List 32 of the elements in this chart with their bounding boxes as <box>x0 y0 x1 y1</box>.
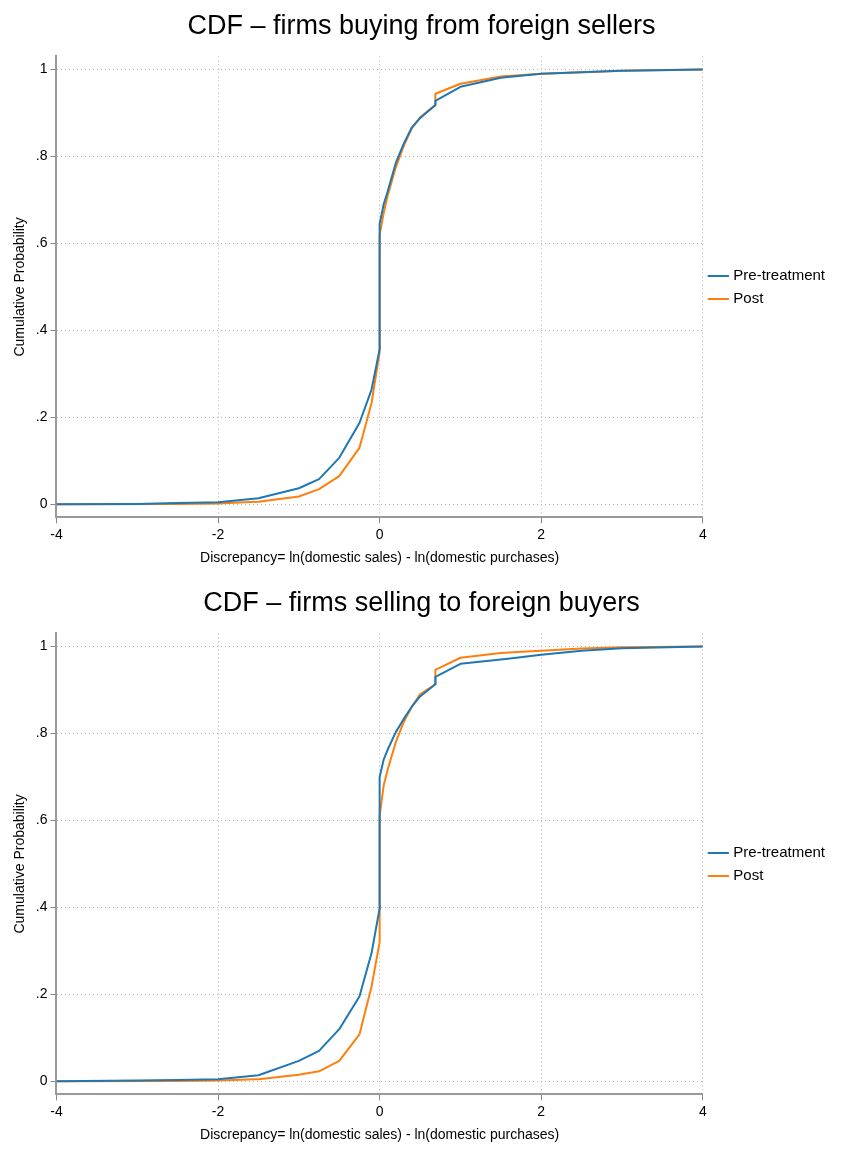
x-tick-label: -2 <box>211 525 225 542</box>
legend-label: Pre-treatment <box>733 843 826 861</box>
y-tick-label: .2 <box>35 408 48 425</box>
y-axis-title: Cumulative Probability <box>11 794 28 934</box>
x-tick-label: 0 <box>375 1102 384 1119</box>
y-tick-label: .6 <box>35 234 48 251</box>
y-tick-label: 1 <box>39 60 48 77</box>
x-tick-label: 4 <box>698 525 707 542</box>
legend-label: Pre-treatment <box>733 266 826 284</box>
y-tick-label: .4 <box>35 321 48 338</box>
x-axis-title: Discrepancy= ln(domestic sales) - ln(domestic purchases) <box>200 1126 560 1143</box>
y-axis-title: Cumulative Probability <box>11 217 28 357</box>
chart-title: CDF – firms selling to foreign buyers <box>203 586 640 617</box>
y-tick-label: .2 <box>35 985 48 1002</box>
x-tick-label: 4 <box>698 1102 707 1119</box>
y-tick-label: .8 <box>35 147 48 164</box>
legend-label: Post <box>733 289 765 307</box>
y-tick-label: .8 <box>35 724 48 741</box>
y-tick-label: 0 <box>39 1072 48 1089</box>
y-tick-label: 1 <box>39 637 48 654</box>
x-tick-label: 0 <box>375 525 384 542</box>
y-tick-label: .6 <box>35 811 48 828</box>
legend-label: Post <box>733 866 765 884</box>
x-tick-label: 2 <box>537 1102 546 1119</box>
y-tick-label: 0 <box>39 495 48 512</box>
x-tick-label: -2 <box>211 1102 225 1119</box>
x-tick-label: -4 <box>50 525 63 542</box>
chart-title: CDF – firms buying from foreign sellers <box>187 9 656 40</box>
y-tick-label: .4 <box>35 898 48 915</box>
x-axis-title: Discrepancy= ln(domestic sales) - ln(domestic purchases) <box>200 549 560 566</box>
x-tick-label: 2 <box>537 525 546 542</box>
x-tick-label: -4 <box>50 1102 63 1119</box>
